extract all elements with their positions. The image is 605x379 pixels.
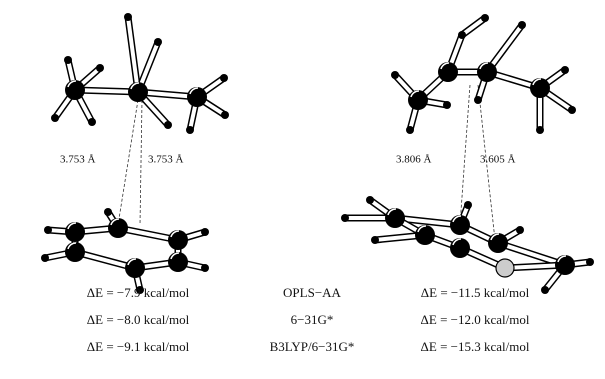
carbon-atom	[187, 87, 207, 107]
energy-label: ΔE = −11.5 kcal/mol	[421, 285, 530, 300]
bond	[462, 18, 485, 35]
hydrogen-atom	[164, 121, 172, 129]
hydrogen-atom	[221, 111, 229, 119]
carbon-atom	[530, 78, 550, 98]
carbon-atom	[168, 252, 188, 272]
hydrogen-atom	[568, 106, 576, 114]
carbon-atom	[385, 208, 405, 228]
distance-label: 3.753 Å	[148, 154, 184, 166]
hydrogen-atom	[154, 38, 162, 46]
hydrogen-atom	[104, 208, 112, 216]
carbon-atom	[65, 80, 85, 100]
distance-label: 3.753 Å	[60, 154, 96, 166]
energy-table: ΔE = −7.9 kcal/mol OPLS−AA ΔE = −11.5 kcal…	[87, 285, 530, 354]
hydrogen-atom	[201, 264, 209, 272]
hydrogen-atom	[391, 71, 399, 79]
hydrogen-atom	[220, 74, 228, 82]
hydrogen-atom	[341, 214, 349, 222]
carbon-atom	[108, 218, 128, 238]
hydrogen-atom	[518, 21, 526, 29]
hydrogen-atom	[443, 101, 451, 109]
hydrogen-atom	[186, 126, 194, 134]
carbon-atom	[415, 225, 435, 245]
carbon-atom	[125, 258, 145, 278]
distance-label: 3.605 Å	[480, 154, 516, 166]
energy-label: ΔE = −7.9 kcal/mol	[87, 285, 190, 300]
hydrogen-atom	[406, 126, 414, 134]
distance-label: 3.806 Å	[396, 154, 432, 166]
carbon-atom	[450, 215, 470, 235]
hydrogen-atom	[41, 254, 49, 262]
energy-label: ΔE = −12.0 kcal/mol	[421, 312, 530, 327]
energy-label: ΔE = −15.3 kcal/mol	[421, 339, 530, 354]
carbon-atom	[450, 238, 470, 258]
energy-label: ΔE = −8.0 kcal/mol	[87, 312, 190, 327]
hydrogen-atom	[474, 96, 482, 104]
carbon-atom	[408, 90, 428, 110]
hydrogen-atom	[536, 126, 544, 134]
hydrogen-atom	[51, 114, 59, 122]
hydrogen-atom	[516, 226, 524, 234]
hydrogen-atom	[541, 286, 549, 294]
carbon-atom	[65, 222, 85, 242]
energy-label: ΔE = −9.1 kcal/mol	[87, 339, 190, 354]
carbon-atom	[555, 255, 575, 275]
hydrogen-atom	[88, 118, 96, 126]
hydrogen-atom	[64, 56, 72, 64]
carbon-atom	[65, 242, 85, 262]
carbon-atom	[438, 62, 458, 82]
hydrogen-atom	[124, 13, 132, 21]
carbon-atom	[128, 82, 148, 102]
hydrogen-atom	[458, 31, 466, 39]
contact-line	[140, 100, 142, 225]
method-label: OPLS−AA	[283, 285, 342, 300]
hydrogen-atom	[586, 258, 594, 266]
contact-line	[118, 100, 138, 225]
hetero-atom	[496, 259, 514, 277]
hydrogen-atom	[481, 14, 489, 22]
hydrogen-atom	[96, 64, 104, 72]
figure: 3.753 Å 3.753 Å 3.806 Å 3.605 Å ΔE = −7.…	[0, 0, 605, 379]
hydrogen-atom	[371, 236, 379, 244]
hydrogen-atom	[464, 201, 472, 209]
hydrogen-atom	[366, 196, 374, 204]
hydrogen-atom	[44, 226, 52, 234]
method-label: 6−31G*	[291, 312, 334, 327]
carbon-atom	[477, 62, 497, 82]
method-label: B3LYP/6−31G*	[270, 339, 355, 354]
hydrogen-atom	[561, 66, 569, 74]
hydrogen-atom	[201, 228, 209, 236]
carbon-atom	[168, 230, 188, 250]
carbon-atom	[488, 233, 508, 253]
